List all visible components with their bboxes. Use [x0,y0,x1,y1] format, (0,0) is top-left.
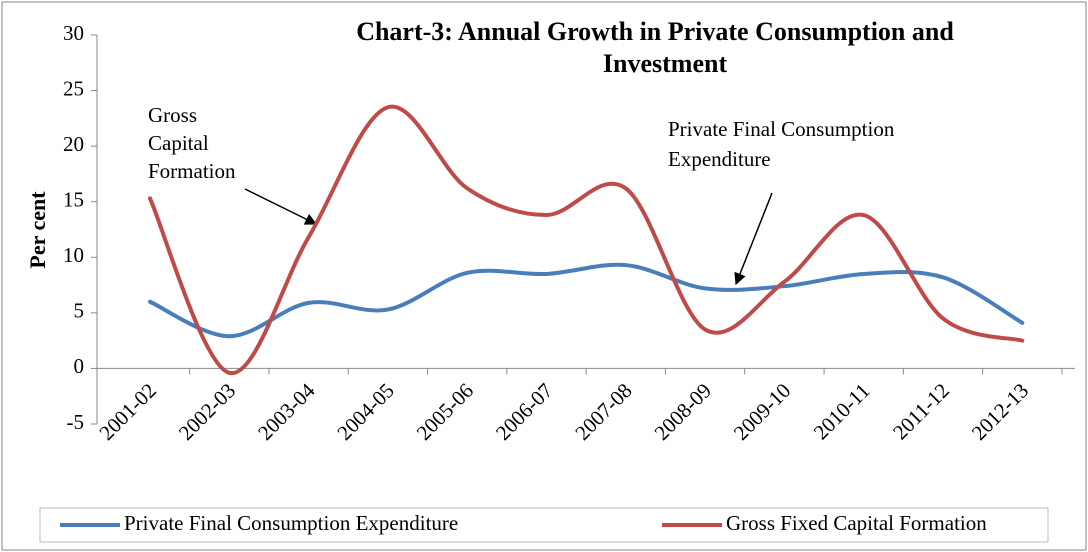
y-tick-label: 15 [63,188,84,212]
y-tick-label: 5 [74,299,85,323]
series-line [148,262,1025,339]
series-line [148,104,1025,375]
y-tick-label: -5 [67,410,85,434]
legend-label: Private Final Consumption Expenditure [124,511,458,535]
annotation-arrow [244,188,318,225]
y-tick-label: 0 [74,354,85,378]
annotation: Private Final Consumption [668,117,895,141]
legend-label: Gross Fixed Capital Formation [726,511,987,535]
y-axis-label: Per cent [25,191,50,269]
legend-box [39,507,1049,543]
annotation: Gross [148,103,197,127]
annotation: Formation [148,159,236,183]
y-tick-label: 10 [63,243,84,267]
y-tick-label: 30 [63,21,84,45]
y-tick-label: 25 [63,76,84,100]
annotation-arrow [734,192,773,286]
chart-title: Chart-3: Annual Growth in Private Consum… [356,17,954,46]
annotation: Capital [148,131,209,155]
annotation: Expenditure [668,147,771,171]
chart-title: Investment [603,49,728,78]
y-tick-label: 20 [63,132,84,156]
